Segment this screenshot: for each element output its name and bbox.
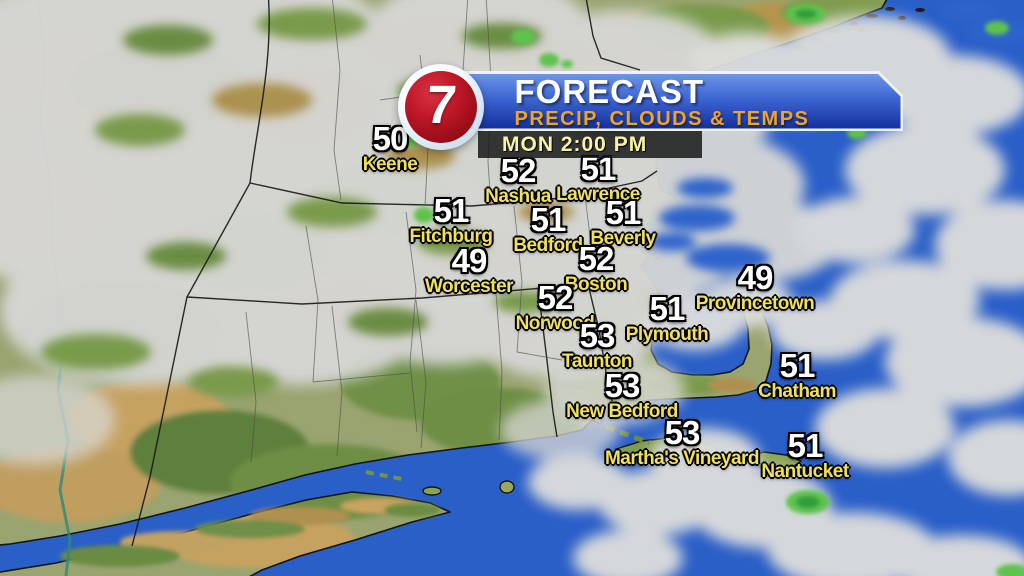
- time-label: MON 2:00 PM: [502, 132, 648, 156]
- station-city: Nashua: [485, 186, 551, 208]
- station-label: 53 Martha's Vineyard: [604, 414, 760, 470]
- station-temp: 51: [649, 290, 686, 327]
- station-label: 52 Norwood: [515, 279, 595, 335]
- station-label: 51 Beverly: [590, 194, 656, 250]
- time-bar: MON 2:00 PM: [478, 131, 702, 158]
- station-label: 52 Nashua: [485, 152, 551, 208]
- station-city: Lawrence: [556, 184, 640, 206]
- station-temp: 49: [451, 242, 488, 279]
- station-city: Taunton: [561, 351, 633, 373]
- station-city: Provincetown: [695, 293, 815, 315]
- station-label: 53 New Bedford: [566, 367, 678, 423]
- station-temp: 52: [500, 152, 537, 189]
- logo-numeral: 7: [423, 75, 459, 135]
- station-city: Bedford: [513, 235, 583, 257]
- state-borders: [131, 0, 658, 547]
- station-city: Worcester: [424, 276, 514, 298]
- station-temp: 51: [779, 347, 816, 384]
- station-city: Chatham: [758, 381, 836, 403]
- station-city: Nantucket: [761, 461, 849, 483]
- station-city: Boston: [564, 274, 628, 296]
- station-temp: 53: [664, 414, 701, 451]
- station-temp: 52: [578, 240, 615, 277]
- station-label: 49 Worcester: [424, 242, 514, 298]
- station-temp: 51: [605, 194, 642, 231]
- station-label: 51 Nantucket: [761, 427, 849, 483]
- station-label: 51 Fitchburg: [409, 192, 493, 248]
- station-city: Fitchburg: [409, 226, 493, 248]
- station-label: 51 Chatham: [758, 347, 836, 403]
- station-city: New Bedford: [566, 401, 678, 423]
- station-temp: 51: [787, 427, 824, 464]
- banner-title: FORECAST: [514, 72, 704, 110]
- station-label: 51 Bedford: [513, 201, 583, 257]
- station-temp: 52: [537, 279, 574, 316]
- station-city: Plymouth: [625, 324, 709, 346]
- title-banner-face: FORECAST PRECIP, CLOUDS & TEMPS: [458, 72, 901, 130]
- station-temp: 53: [579, 317, 616, 354]
- channel-7-logo: 7: [398, 64, 484, 150]
- station-city: Norwood: [515, 313, 595, 335]
- station-temp: 53: [604, 367, 641, 404]
- station-label: 53 Taunton: [561, 317, 633, 373]
- station-label: 49 Provincetown: [695, 259, 815, 315]
- station-temp: 51: [530, 201, 567, 238]
- county-borders: [245, 0, 593, 463]
- station-temp: 49: [737, 259, 774, 296]
- station-city: Martha's Vineyard: [604, 448, 760, 470]
- station-label: 51 Plymouth: [625, 290, 709, 346]
- station-city: Beverly: [590, 228, 656, 250]
- banner-subtitle: PRECIP, CLOUDS & TEMPS: [514, 107, 810, 130]
- station-city: Keene: [362, 154, 418, 176]
- logo-red-circle: 7: [405, 71, 477, 143]
- station-label: 52 Boston: [564, 240, 628, 296]
- station-temp: 51: [433, 192, 470, 229]
- radar-echoes: [402, 4, 1024, 576]
- title-banner: FORECAST PRECIP, CLOUDS & TEMPS: [456, 71, 903, 131]
